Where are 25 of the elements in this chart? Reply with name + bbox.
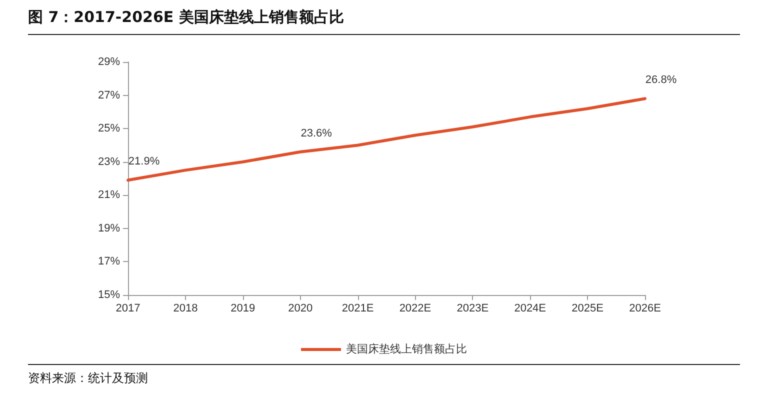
- y-tick-label: 25%: [98, 122, 120, 135]
- x-tick-label: 2020: [288, 302, 313, 314]
- line-series: [126, 97, 646, 182]
- x-tick-label: 2021E: [342, 302, 374, 314]
- x-tick-label: 2026E: [629, 302, 661, 314]
- x-tick-label: 2019: [230, 302, 256, 314]
- y-tick-label: 15%: [98, 289, 120, 301]
- y-tick-label: 23%: [98, 156, 120, 168]
- y-tick-label: 27%: [98, 89, 120, 102]
- x-tick-label: 2018: [173, 302, 198, 314]
- x-tick-label: 2017: [116, 302, 140, 314]
- chart-title: 图 7：2017-2026E 美国床垫线上销售额占比: [28, 8, 344, 27]
- x-tick-label: 2023E: [456, 302, 489, 314]
- x-tick-label: 2024E: [514, 302, 546, 314]
- y-tick-label: 19%: [98, 222, 120, 234]
- x-tick-label: 2022E: [399, 302, 432, 314]
- legend-label: 美国床垫线上销售额占比: [346, 342, 467, 356]
- data-label: 21.9%: [128, 156, 160, 168]
- data-label: 26.8%: [645, 74, 677, 86]
- y-tick-label: 29%: [98, 56, 120, 68]
- y-tick-label: 21%: [98, 189, 120, 202]
- text: 资料来源：统计及预测: [28, 370, 148, 387]
- x-tick-label: 2025E: [572, 302, 604, 314]
- data-label: 23.6%: [300, 127, 332, 140]
- y-tick-label: 17%: [98, 256, 120, 268]
